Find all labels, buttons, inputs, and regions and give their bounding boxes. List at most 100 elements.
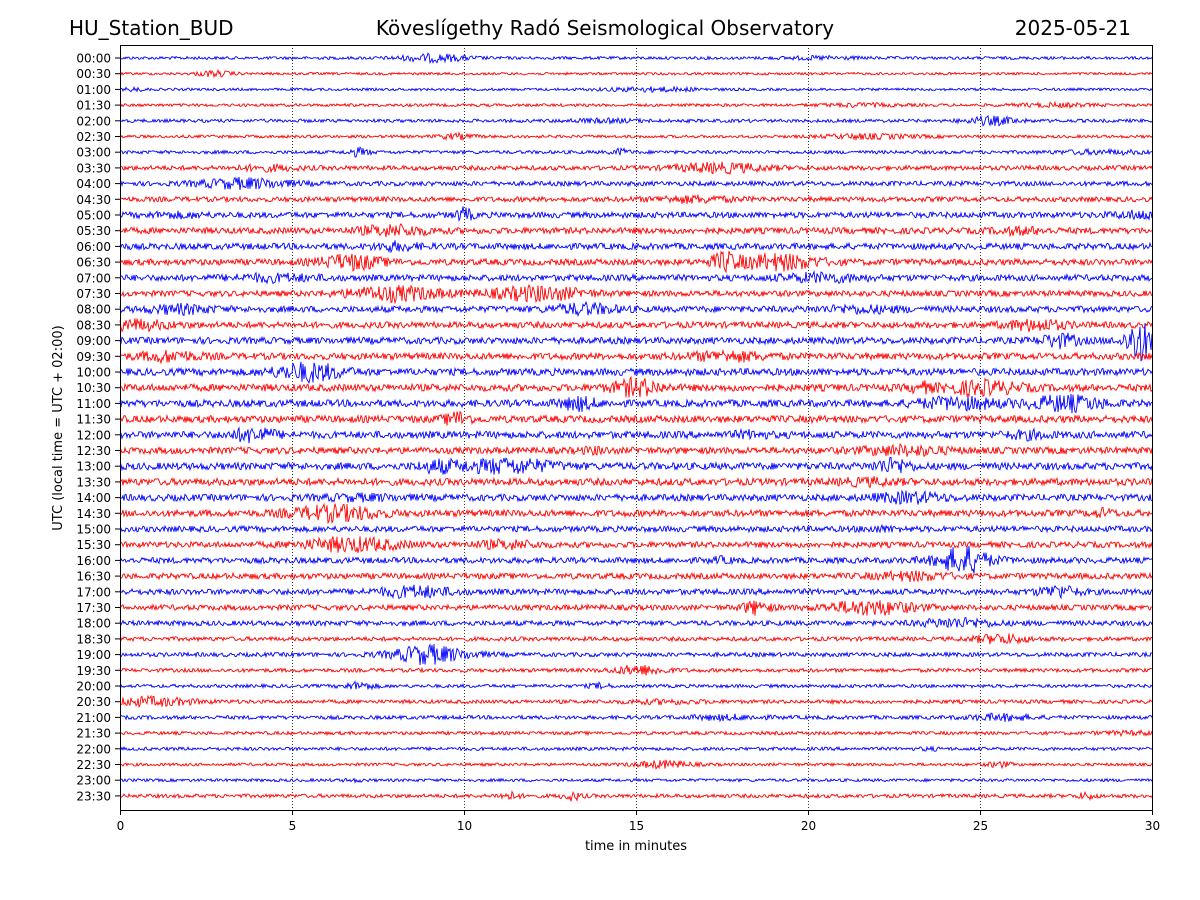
x-tick-label: 20 bbox=[801, 819, 816, 833]
trace-row-1030 bbox=[119, 375, 1153, 398]
y-tick-label: 01:00 bbox=[76, 83, 111, 97]
chart-title: Köveslígethy Radó Seismological Observat… bbox=[375, 16, 835, 40]
y-tick-label: 13:00 bbox=[76, 460, 111, 474]
x-tick-label: 15 bbox=[629, 819, 644, 833]
trace-row-0330 bbox=[119, 160, 1153, 176]
y-tick-label: 02:30 bbox=[76, 130, 111, 144]
y-tick-label: 06:00 bbox=[76, 240, 111, 254]
trace-row-2300 bbox=[119, 777, 1153, 784]
trace-row-2230 bbox=[119, 759, 1153, 770]
x-tick-label: 25 bbox=[973, 819, 988, 833]
trace-row-1230 bbox=[119, 443, 1153, 457]
trace-row-0000 bbox=[119, 52, 1153, 64]
trace-row-0300 bbox=[119, 146, 1153, 158]
trace-row-0430 bbox=[119, 194, 1153, 205]
trace-row-0630 bbox=[119, 250, 1153, 274]
y-tick-label: 04:00 bbox=[76, 177, 111, 191]
trace-row-1130 bbox=[119, 410, 1153, 426]
trace-row-2130 bbox=[119, 728, 1153, 738]
y-tick-label: 10:00 bbox=[76, 366, 111, 380]
x-tick-layer: 0 5 10 15 20 25 30 bbox=[117, 810, 1160, 833]
y-tick-label: 08:30 bbox=[76, 318, 111, 332]
y-tick-label: 18:00 bbox=[76, 617, 111, 631]
y-tick-label: 23:30 bbox=[76, 789, 111, 803]
trace-row-0030 bbox=[119, 68, 1153, 79]
trace-row-0500 bbox=[119, 206, 1153, 222]
x-tick-label: 5 bbox=[289, 819, 297, 833]
y-tick-label: 05:30 bbox=[76, 224, 111, 238]
trace-row-2200 bbox=[119, 745, 1153, 752]
x-axis-label: time in minutes bbox=[585, 839, 687, 854]
trace-row-0830 bbox=[119, 318, 1153, 333]
y-tick-label: 00:00 bbox=[76, 52, 111, 66]
y-tick-label: 09:30 bbox=[76, 350, 111, 364]
y-tick-label: 16:00 bbox=[76, 554, 111, 568]
y-tick-label: 19:30 bbox=[76, 664, 111, 678]
trace-row-1330 bbox=[119, 476, 1153, 489]
y-tick-label: 02:00 bbox=[76, 114, 111, 128]
y-tick-label: 16:30 bbox=[76, 570, 111, 584]
trace-row-0400 bbox=[119, 176, 1153, 190]
y-tick-label: 00:30 bbox=[76, 67, 111, 81]
trace-layer bbox=[119, 52, 1153, 803]
y-tick-label: 20:00 bbox=[76, 680, 111, 694]
y-tick-label: 03:30 bbox=[76, 161, 111, 175]
y-tick-label: 11:00 bbox=[76, 397, 111, 411]
trace-row-1530 bbox=[119, 535, 1153, 553]
y-tick-label: 21:30 bbox=[76, 727, 111, 741]
trace-row-1730 bbox=[119, 600, 1153, 616]
trace-row-1830 bbox=[119, 632, 1153, 645]
trace-row-2000 bbox=[119, 680, 1153, 691]
y-tick-label: 12:00 bbox=[76, 428, 111, 442]
trace-row-1700 bbox=[119, 584, 1153, 600]
y-tick-label: 11:30 bbox=[76, 413, 111, 427]
trace-row-0930 bbox=[119, 348, 1153, 365]
x-tick-label: 10 bbox=[457, 819, 472, 833]
trace-row-0530 bbox=[119, 223, 1153, 238]
y-tick-label: 17:00 bbox=[76, 585, 111, 599]
y-tick-label: 21:00 bbox=[76, 711, 111, 725]
y-tick-label: 15:00 bbox=[76, 523, 111, 537]
y-tick-label: 07:00 bbox=[76, 271, 111, 285]
y-tick-label: 03:00 bbox=[76, 146, 111, 160]
trace-row-1300 bbox=[119, 456, 1153, 475]
trace-row-1400 bbox=[119, 489, 1153, 505]
y-tick-label: 14:00 bbox=[76, 491, 111, 505]
trace-row-1500 bbox=[119, 523, 1153, 534]
y-tick-label: 18:30 bbox=[76, 632, 111, 646]
y-tick-label: 17:30 bbox=[76, 601, 111, 615]
y-tick-label: 05:00 bbox=[76, 209, 111, 223]
trace-row-2030 bbox=[119, 694, 1153, 709]
trace-row-0730 bbox=[119, 283, 1153, 305]
y-tick-label: 22:00 bbox=[76, 742, 111, 756]
trace-row-1000 bbox=[119, 361, 1153, 384]
x-tick-label: 30 bbox=[1145, 819, 1160, 833]
y-axis-label: UTC (local time = UTC + 02:00) bbox=[51, 325, 66, 530]
trace-row-0700 bbox=[119, 270, 1153, 285]
y-tick-label: 19:00 bbox=[76, 648, 111, 662]
trace-row-1600 bbox=[119, 545, 1153, 574]
trace-row-0200 bbox=[119, 114, 1153, 127]
trace-row-0230 bbox=[119, 131, 1153, 142]
date-label: 2025-05-21 bbox=[1014, 16, 1131, 40]
trace-row-1800 bbox=[119, 617, 1153, 629]
y-tick-label: 23:00 bbox=[76, 774, 111, 788]
grid-layer bbox=[292, 45, 981, 810]
trace-row-1100 bbox=[119, 393, 1153, 414]
y-tick-label: 13:30 bbox=[76, 475, 111, 489]
y-tick-label: 07:30 bbox=[76, 287, 111, 301]
y-tick-label: 22:30 bbox=[76, 758, 111, 772]
y-tick-label: 10:30 bbox=[76, 381, 111, 395]
trace-row-0600 bbox=[119, 240, 1153, 254]
trace-row-1630 bbox=[119, 569, 1153, 583]
trace-row-2100 bbox=[119, 712, 1153, 723]
station-label: HU_Station_BUD bbox=[69, 16, 234, 40]
trace-row-0100 bbox=[119, 85, 1153, 94]
trace-row-1930 bbox=[119, 665, 1153, 676]
y-tick-label: 09:00 bbox=[76, 334, 111, 348]
axes-frame bbox=[120, 45, 1153, 811]
trace-row-2330 bbox=[119, 790, 1153, 803]
y-tick-label: 14:30 bbox=[76, 507, 111, 521]
